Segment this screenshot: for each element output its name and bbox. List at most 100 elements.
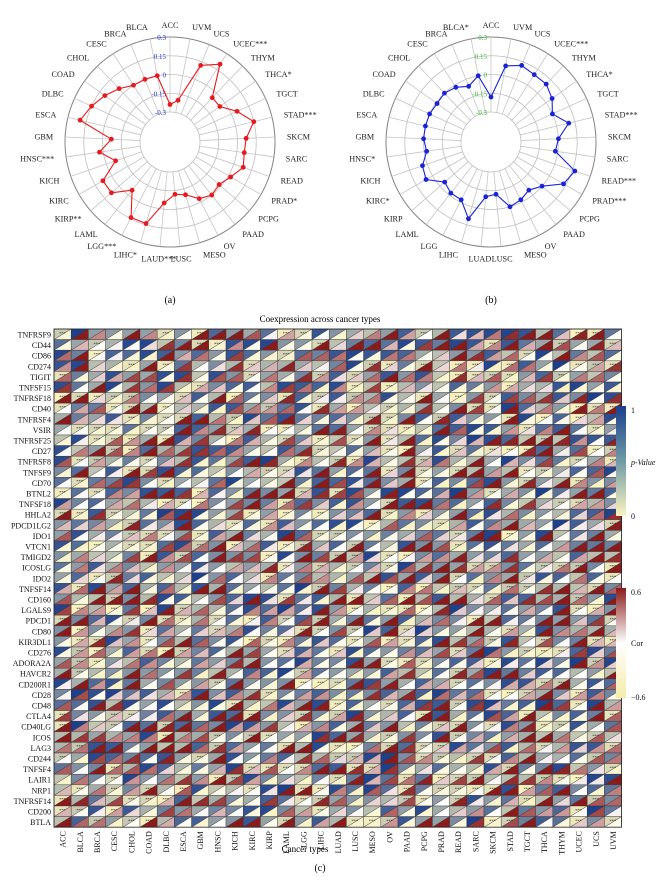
- heatmap-significance-mark: ***: [420, 797, 428, 802]
- radar-a-category-label: HNSC***: [20, 155, 54, 164]
- heatmap-significance-mark: ***: [420, 469, 428, 474]
- heatmap-significance-mark: ***: [76, 426, 84, 431]
- heatmap-significance-mark: ***: [317, 532, 325, 537]
- heatmap-significance-mark: ***: [317, 405, 325, 410]
- radar-b-category-label: BRCA: [425, 29, 447, 38]
- heatmap-significance-mark: ***: [334, 702, 342, 707]
- heatmap-row-label: TNFSF9: [23, 468, 51, 477]
- heatmap-significance-mark: ***: [369, 765, 377, 770]
- radar-b-category-label: STAD***: [605, 110, 638, 119]
- heatmap-significance-mark: ***: [300, 712, 308, 717]
- radar-b-spoke: [506, 53, 549, 117]
- panel-label-a: (a): [164, 295, 175, 306]
- heatmap-significance-mark: ***: [592, 585, 600, 590]
- heatmap-significance-mark: ***: [524, 479, 532, 484]
- heatmap-column-label: KIRC: [248, 831, 257, 850]
- radar-b-data-point: [526, 187, 532, 193]
- heatmap-significance-mark: ***: [317, 808, 325, 813]
- panel-label-b: (b): [485, 295, 497, 306]
- heatmap-row-label: TNFSF14: [19, 585, 51, 594]
- cor-colorbar: [616, 588, 626, 698]
- heatmap-significance-mark: ***: [386, 734, 394, 739]
- heatmap-significance-mark: ***: [128, 543, 135, 548]
- radar-b-data-point: [518, 197, 524, 203]
- heatmap-significance-mark: ***: [610, 765, 618, 770]
- radar-a-category-label: LAML: [74, 230, 97, 239]
- heatmap-significance-mark: ***: [575, 564, 583, 569]
- heatmap-title: Coexpression across cancer types: [260, 314, 381, 324]
- radar-b-category-label: HNSC*: [349, 155, 375, 164]
- heatmap-significance-mark: ***: [180, 787, 188, 792]
- radar-a-category-label: SARC: [286, 155, 308, 164]
- heatmap-row-label: TNFRSF8: [18, 458, 51, 467]
- heatmap-significance-mark: ***: [334, 776, 342, 781]
- radar-a-category-label: ESCA: [35, 110, 56, 119]
- heatmap-significance-mark: ***: [197, 384, 205, 389]
- heatmap-significance-mark: ***: [489, 755, 497, 760]
- heatmap-significance-mark: ***: [283, 818, 291, 823]
- heatmap-significance-mark: ***: [197, 331, 205, 336]
- heatmap-significance-mark: ***: [94, 638, 102, 643]
- heatmap-row-label: LAG3: [31, 744, 51, 753]
- heatmap-significance-mark: ***: [283, 500, 291, 505]
- heatmap-significance-mark: ***: [506, 628, 514, 633]
- heatmap-significance-mark: ***: [489, 787, 497, 792]
- heatmap-column-label: PAAD: [403, 831, 412, 852]
- heatmap-column-label: SARC: [471, 831, 480, 852]
- heatmap-significance-mark: ***: [283, 564, 291, 569]
- heatmap-significance-mark: ***: [541, 776, 549, 781]
- radar-a-spoke: [199, 145, 274, 158]
- heatmap-significance-mark: ***: [317, 394, 325, 399]
- heatmap-column-label: PRAD: [437, 831, 446, 853]
- heatmap-row-label: PDCD1: [26, 617, 51, 626]
- radar-b-spoke: [433, 53, 476, 117]
- radar-a-data-point: [243, 135, 249, 141]
- heatmap-significance-mark: ***: [317, 787, 325, 792]
- heatmap-significance-mark: ***: [455, 469, 463, 474]
- heatmap-row-label: CD70: [32, 479, 51, 488]
- heatmap-significance-mark: ***: [300, 681, 308, 686]
- heatmap-significance-mark: ***: [386, 500, 394, 505]
- radar-b-data-point: [519, 63, 525, 68]
- radar-a-spoke: [199, 136, 275, 141]
- heatmap-significance-mark: ***: [438, 787, 446, 792]
- radar-a-data-point: [167, 102, 173, 107]
- radar-b-category-label: OV: [545, 242, 557, 251]
- heatmap-significance-mark: ***: [455, 373, 463, 378]
- radar-b-spoke: [515, 80, 577, 125]
- heatmap-significance-mark: ***: [592, 797, 600, 802]
- heatmap-significance-mark: ***: [403, 776, 411, 781]
- radar-a-spoke: [195, 156, 262, 195]
- heatmap-significance-mark: ***: [524, 447, 532, 452]
- heatmap-significance-mark: ***: [506, 384, 514, 389]
- heatmap-significance-mark: ***: [592, 331, 600, 336]
- radar-b-spoke: [520, 145, 595, 158]
- heatmap-row-label: CD274: [28, 362, 51, 371]
- heatmap-significance-mark: ***: [334, 744, 342, 749]
- radar-b-spoke: [399, 156, 466, 195]
- heatmap-significance-mark: ***: [111, 776, 119, 781]
- heatmap-significance-mark: ***: [558, 681, 566, 686]
- heatmap-significance-mark: ***: [231, 394, 239, 399]
- radar-a-category-label: CESC: [86, 40, 107, 49]
- pvalue-max-label: 1: [631, 406, 635, 415]
- heatmap-significance-mark: ***: [455, 649, 463, 654]
- heatmap-column-label: STAD: [506, 831, 515, 851]
- heatmap-significance-mark: ***: [76, 585, 84, 590]
- heatmap-significance-mark: ***: [420, 458, 428, 463]
- heatmap-significance-mark: ***: [94, 649, 102, 654]
- panel-label-c: (c): [314, 863, 325, 874]
- heatmap-significance-mark: ***: [352, 373, 360, 378]
- radar-b-data-point: [458, 197, 464, 203]
- radar-a-spoke: [198, 151, 270, 177]
- radar-a-data-point: [217, 61, 223, 67]
- heatmap-significance-mark: ***: [438, 776, 446, 781]
- heatmap-significance-mark: ***: [610, 575, 618, 580]
- heatmap-significance-mark: ***: [128, 522, 135, 527]
- heatmap-significance-mark: ***: [558, 373, 566, 378]
- radar-b-data-point: [550, 111, 555, 117]
- heatmap-significance-mark: ***: [145, 638, 153, 643]
- heatmap-significance-mark: ***: [128, 437, 135, 442]
- heatmap-significance-mark: ***: [352, 596, 360, 601]
- heatmap-significance-mark: ***: [300, 543, 308, 548]
